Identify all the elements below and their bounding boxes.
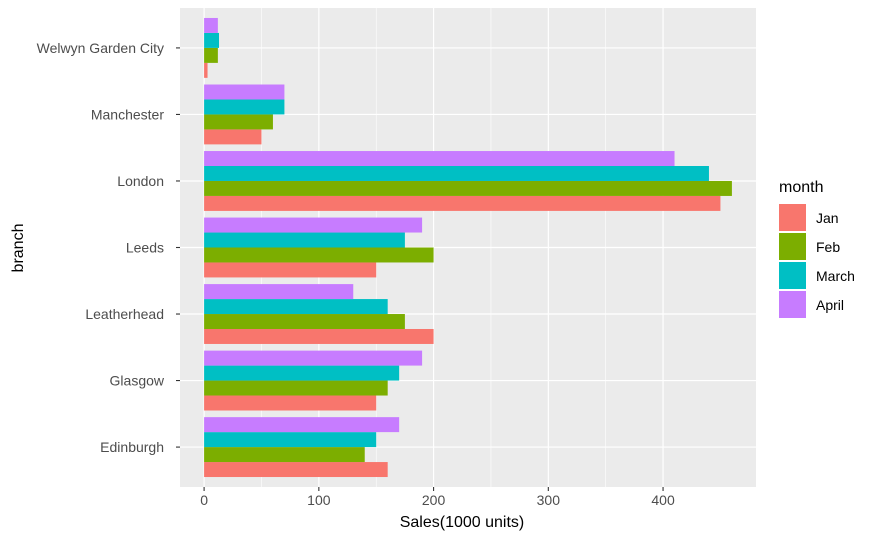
bar-april-leeds [204, 217, 423, 233]
bar-april-leatherhead [204, 284, 354, 300]
x-axis: 0 100 200 300 400 [200, 487, 675, 508]
bar-jan-glasgow [204, 395, 377, 411]
bars-group [204, 17, 732, 478]
y-tick-label: Leatherhead [85, 306, 164, 322]
bar-march-edinburgh [204, 432, 377, 448]
y-tick-label: Manchester [91, 106, 164, 122]
bar-april-manchester [204, 84, 285, 100]
bar-april-london [204, 151, 675, 167]
legend-label-march: March [816, 268, 855, 284]
bar-jan-edinburgh [204, 462, 388, 478]
bar-jan-welwyn-garden-city [204, 62, 208, 78]
x-tick-label: 300 [537, 492, 561, 508]
bar-feb-glasgow [204, 380, 388, 396]
y-tick-label: Edinburgh [100, 439, 164, 455]
y-tick-label: Welwyn Garden City [37, 40, 164, 56]
bar-feb-leeds [204, 247, 434, 263]
bar-feb-manchester [204, 114, 273, 130]
legend-key-feb [779, 233, 806, 260]
bar-march-leeds [204, 232, 405, 248]
bar-march-glasgow [204, 365, 400, 381]
bar-march-manchester [204, 99, 285, 115]
legend-label-feb: Feb [816, 239, 840, 255]
bar-jan-leeds [204, 262, 377, 278]
y-tick-label: Leeds [126, 240, 164, 256]
y-tick-label: London [117, 173, 164, 189]
x-tick-label: 400 [651, 492, 675, 508]
bar-feb-welwyn-garden-city [204, 47, 218, 63]
legend-label-april: April [816, 297, 844, 313]
legend-key-march [779, 262, 806, 289]
x-tick-label: 0 [200, 492, 208, 508]
bar-jan-london [204, 195, 721, 211]
bar-jan-leatherhead [204, 328, 434, 344]
x-tick-label: 200 [422, 492, 446, 508]
bar-march-london [204, 166, 709, 181]
x-tick-label: 100 [307, 492, 331, 508]
x-axis-title: Sales(1000 units) [400, 514, 525, 531]
legend-key-jan [779, 204, 806, 231]
bar-april-edinburgh [204, 417, 400, 433]
y-axis-title: branch [10, 224, 27, 273]
bar-feb-london [204, 180, 732, 196]
bar-march-leatherhead [204, 299, 388, 315]
bar-feb-edinburgh [204, 447, 365, 463]
y-axis: Edinburgh Glasgow Leatherhead Leeds London Ma… [37, 40, 180, 455]
bar-jan-manchester [204, 129, 262, 145]
bar-feb-leatherhead [204, 314, 405, 329]
legend-key-april [779, 291, 806, 318]
bar-april-glasgow [204, 350, 423, 366]
legend: month Jan Feb March April [779, 179, 855, 318]
bar-march-welwyn-garden-city [204, 32, 220, 48]
legend-title: month [779, 179, 823, 196]
legend-label-jan: Jan [816, 210, 839, 226]
bar-april-welwyn-garden-city [204, 17, 218, 33]
y-tick-label: Glasgow [110, 373, 165, 389]
